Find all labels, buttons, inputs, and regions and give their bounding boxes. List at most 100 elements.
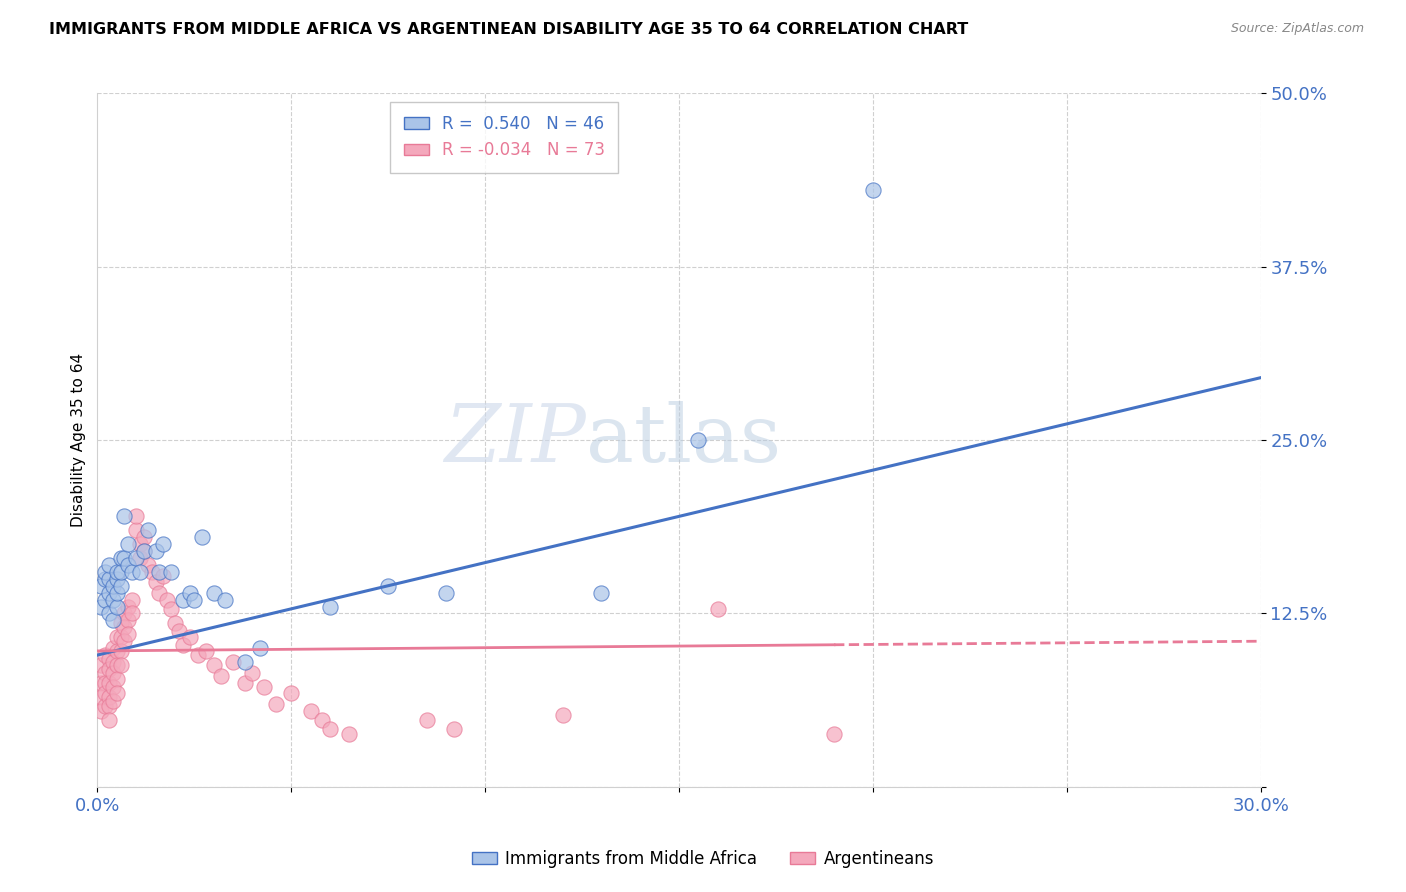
Point xyxy=(121,607,143,621)
Point xyxy=(339,727,361,741)
Point xyxy=(167,624,190,639)
Point xyxy=(434,585,457,599)
Point xyxy=(114,620,136,634)
Point xyxy=(233,655,256,669)
Point xyxy=(90,657,112,672)
Point xyxy=(117,614,139,628)
Point xyxy=(121,565,143,579)
Point xyxy=(101,694,124,708)
Point xyxy=(101,592,124,607)
Point xyxy=(90,704,112,718)
Point xyxy=(94,685,117,699)
Point xyxy=(148,565,170,579)
Point xyxy=(101,680,124,694)
Point xyxy=(187,648,209,662)
Point xyxy=(156,592,179,607)
Point xyxy=(319,599,342,614)
Point xyxy=(163,616,186,631)
Point xyxy=(98,558,121,572)
Point xyxy=(90,690,112,704)
Point xyxy=(94,565,117,579)
Text: ZIP: ZIP xyxy=(444,401,586,479)
Point xyxy=(823,727,845,741)
Point xyxy=(98,662,121,676)
Point xyxy=(183,592,205,607)
Point xyxy=(160,602,183,616)
Legend: Immigrants from Middle Africa, Argentineans: Immigrants from Middle Africa, Argentine… xyxy=(465,844,941,875)
Point xyxy=(90,599,112,614)
Point xyxy=(319,722,342,736)
Point xyxy=(249,641,271,656)
Point xyxy=(222,655,245,669)
Point xyxy=(94,572,117,586)
Legend: R =  0.540   N = 46, R = -0.034   N = 73: R = 0.540 N = 46, R = -0.034 N = 73 xyxy=(391,102,619,173)
Point xyxy=(98,652,121,666)
Point xyxy=(179,585,201,599)
Point xyxy=(90,675,112,690)
Point xyxy=(253,680,276,694)
Point xyxy=(136,523,159,537)
Point xyxy=(105,585,128,599)
Point xyxy=(551,707,574,722)
Point xyxy=(98,699,121,714)
Point xyxy=(114,634,136,648)
Text: Source: ZipAtlas.com: Source: ZipAtlas.com xyxy=(1230,22,1364,36)
Point xyxy=(152,569,174,583)
Point xyxy=(194,644,217,658)
Point xyxy=(160,565,183,579)
Point xyxy=(299,704,322,718)
Point xyxy=(117,627,139,641)
Point xyxy=(101,641,124,656)
Point xyxy=(172,639,194,653)
Point xyxy=(132,544,155,558)
Point xyxy=(94,699,117,714)
Point xyxy=(101,666,124,681)
Point xyxy=(152,537,174,551)
Point xyxy=(98,675,121,690)
Point xyxy=(110,616,132,631)
Point xyxy=(214,592,236,607)
Point xyxy=(114,607,136,621)
Point xyxy=(145,574,167,589)
Point xyxy=(114,551,136,566)
Point xyxy=(129,565,152,579)
Point xyxy=(94,666,117,681)
Point xyxy=(98,572,121,586)
Point xyxy=(94,592,117,607)
Point xyxy=(202,657,225,672)
Point xyxy=(105,630,128,644)
Point xyxy=(105,657,128,672)
Point xyxy=(105,599,128,614)
Point xyxy=(110,579,132,593)
Point xyxy=(416,713,439,727)
Point xyxy=(125,523,148,537)
Point xyxy=(98,690,121,704)
Point xyxy=(132,544,155,558)
Y-axis label: Disability Age 35 to 64: Disability Age 35 to 64 xyxy=(72,353,86,527)
Point xyxy=(117,537,139,551)
Point xyxy=(191,530,214,544)
Point xyxy=(136,558,159,572)
Point xyxy=(141,565,163,579)
Point xyxy=(377,579,399,593)
Point xyxy=(311,713,333,727)
Point xyxy=(202,585,225,599)
Point xyxy=(110,644,132,658)
Point xyxy=(110,551,132,566)
Point xyxy=(280,685,302,699)
Point xyxy=(125,509,148,524)
Point xyxy=(101,614,124,628)
Point xyxy=(110,657,132,672)
Point xyxy=(94,648,117,662)
Point xyxy=(105,565,128,579)
Point xyxy=(121,592,143,607)
Point xyxy=(117,599,139,614)
Text: IMMIGRANTS FROM MIDDLE AFRICA VS ARGENTINEAN DISABILITY AGE 35 TO 64 CORRELATION: IMMIGRANTS FROM MIDDLE AFRICA VS ARGENTI… xyxy=(49,22,969,37)
Point xyxy=(129,537,152,551)
Point xyxy=(90,579,112,593)
Point xyxy=(209,669,232,683)
Point xyxy=(98,607,121,621)
Point xyxy=(110,565,132,579)
Point xyxy=(105,685,128,699)
Point xyxy=(105,572,128,586)
